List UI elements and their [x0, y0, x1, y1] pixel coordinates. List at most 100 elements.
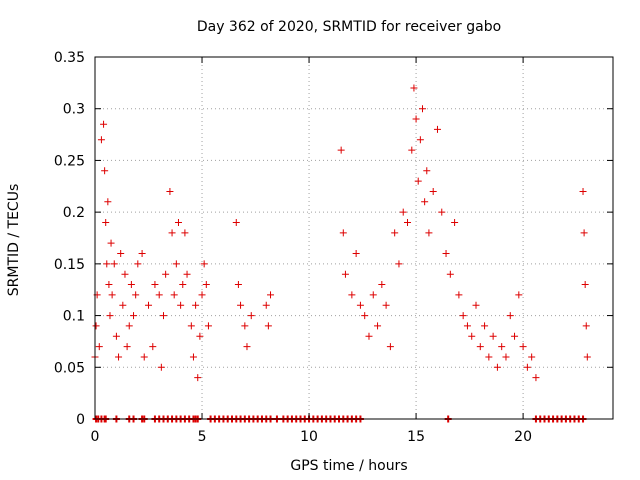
- data-point: [243, 343, 251, 351]
- data-point: [125, 322, 133, 330]
- data-point: [267, 291, 275, 299]
- data-point: [101, 167, 109, 175]
- data-point: [365, 332, 373, 340]
- data-point: [532, 374, 540, 382]
- data-point: [151, 281, 159, 289]
- data-point: [196, 332, 204, 340]
- data-point: [241, 322, 249, 330]
- data-point: [183, 270, 191, 278]
- data-point: [528, 353, 536, 361]
- data-point: [132, 291, 140, 299]
- data-point: [463, 322, 471, 330]
- data-point: [580, 229, 588, 237]
- data-point: [348, 291, 356, 299]
- data-point: [106, 312, 114, 320]
- data-point: [166, 187, 174, 195]
- data-point: [352, 250, 360, 258]
- data-point: [386, 343, 394, 351]
- data-point: [493, 363, 501, 371]
- data-point: [418, 105, 426, 113]
- data-point: [579, 187, 587, 195]
- x-tick-label: 20: [514, 429, 532, 445]
- data-point: [140, 353, 148, 361]
- data-point: [162, 270, 170, 278]
- data-point: [232, 218, 240, 226]
- data-point: [369, 291, 377, 299]
- data-point: [459, 312, 467, 320]
- data-point: [356, 301, 364, 309]
- y-tick-label: 0.3: [63, 102, 85, 118]
- data-point: [502, 353, 510, 361]
- data-point: [433, 125, 441, 133]
- y-tick-labels: 0 0.05 0.1 0.15 0.2 0.25 0.3 0.35: [54, 50, 85, 428]
- data-point: [337, 146, 345, 154]
- y-tick-label: 0.05: [54, 360, 85, 376]
- data-point: [110, 260, 118, 268]
- data-point: [172, 260, 180, 268]
- data-point: [583, 353, 591, 361]
- data-point: [155, 291, 163, 299]
- data-point: [102, 218, 110, 226]
- data-point: [170, 291, 178, 299]
- y-tick-label: 0.25: [54, 153, 85, 169]
- data-point: [100, 120, 108, 128]
- y-tick-label: 0.2: [63, 205, 85, 221]
- data-point: [425, 229, 433, 237]
- data-point: [378, 281, 386, 289]
- data-point: [112, 332, 120, 340]
- plot-frame: [94, 56, 614, 420]
- data-point: [194, 374, 202, 382]
- x-tick-label: 5: [198, 429, 207, 445]
- data-point: [149, 343, 157, 351]
- x-tick-label: 15: [407, 429, 425, 445]
- data-point: [92, 322, 100, 330]
- data-point: [361, 312, 369, 320]
- data-point: [159, 312, 167, 320]
- data-point: [414, 177, 422, 185]
- data-point: [105, 281, 113, 289]
- data-point: [108, 291, 116, 299]
- y-tick-label: 0: [76, 412, 85, 428]
- y-tick-label: 0.35: [54, 50, 85, 66]
- y-tick-label: 0.15: [54, 257, 85, 273]
- data-point: [582, 322, 590, 330]
- data-point: [179, 281, 187, 289]
- data-point: [198, 291, 206, 299]
- data-point: [97, 136, 105, 144]
- data-point: [204, 322, 212, 330]
- chart-title: Day 362 of 2020, SRMTID for receiver gab…: [197, 19, 501, 35]
- data-point: [177, 301, 185, 309]
- data-point: [421, 198, 429, 206]
- data-point: [104, 198, 112, 206]
- data-point: [455, 291, 463, 299]
- data-point: [262, 301, 270, 309]
- data-point: [481, 322, 489, 330]
- data-point: [157, 363, 165, 371]
- data-point: [237, 301, 245, 309]
- data-point: [438, 208, 446, 216]
- data-point: [506, 312, 514, 320]
- data-point: [515, 291, 523, 299]
- data-point: [511, 332, 519, 340]
- data-point: [581, 281, 589, 289]
- data-point: [107, 239, 115, 247]
- x-tick-labels: 0 5 10 15 20: [91, 429, 532, 445]
- data-point: [187, 322, 195, 330]
- data-point: [423, 167, 431, 175]
- data-point: [95, 343, 103, 351]
- data-point: [382, 301, 390, 309]
- data-point: [498, 343, 506, 351]
- data-point: [234, 281, 242, 289]
- data-point: [523, 363, 531, 371]
- data-point: [168, 229, 176, 237]
- data-point: [404, 218, 412, 226]
- y-axis-label: SRMTID / TECUs: [6, 184, 22, 297]
- data-point: [446, 270, 454, 278]
- x-axis-label: GPS time / hours: [290, 458, 407, 474]
- ticks-layer: [94, 56, 613, 420]
- data-point: [119, 301, 127, 309]
- data-point: [408, 146, 416, 154]
- data-point: [200, 260, 208, 268]
- data-point: [130, 312, 138, 320]
